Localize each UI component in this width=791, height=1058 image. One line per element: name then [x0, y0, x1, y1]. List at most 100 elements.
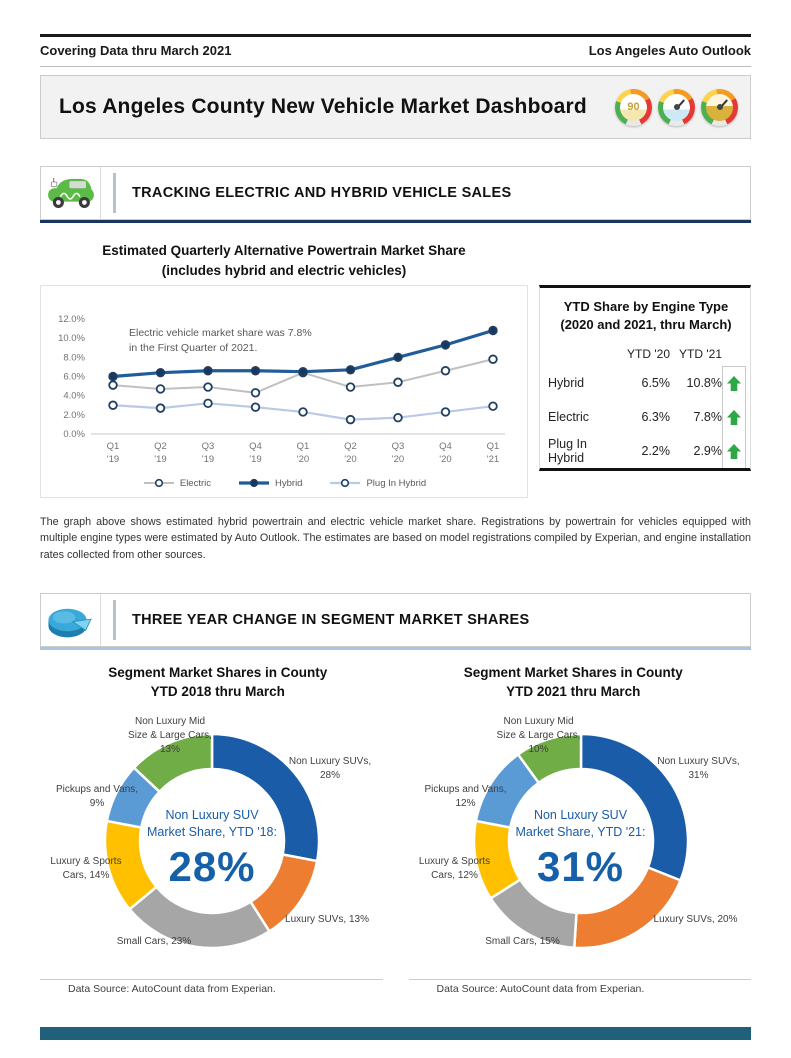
col-header-ytd21: YTD '21 [679, 347, 722, 362]
svg-text:'19: '19 [249, 454, 261, 465]
col-header-ytd20: YTD '20 [627, 347, 670, 362]
row-value: 6.5% [641, 376, 671, 391]
row-value: 6.3% [641, 410, 671, 425]
bottom-bar [40, 1027, 751, 1041]
donut-2021-title: Segment Market Shares in County YTD 2021… [463, 664, 683, 699]
legend-item: Hybrid [237, 478, 302, 489]
publication-label: Los Angeles Auto Outlook [588, 43, 751, 58]
row-value: 2.9% [693, 444, 723, 459]
masthead-rule [40, 66, 751, 67]
masthead: Covering Data thru March 2021 Los Angele… [40, 43, 751, 63]
segment-label: Small Cars, 23% [116, 936, 192, 948]
electric-car-icon [41, 167, 101, 219]
svg-text:Q2: Q2 [154, 441, 167, 452]
speedometer-gauge-icon [701, 88, 738, 126]
divider [113, 173, 116, 213]
powertrain-chart-title: Estimated Quarterly Alternative Powertra… [102, 243, 466, 278]
segment-label: Luxury & Sports Cars, 12% [418, 856, 491, 882]
row-value: 2.2% [641, 444, 671, 459]
donut-center-label: Non Luxury SUV Market Share, YTD '18: 28… [147, 808, 277, 891]
svg-text:12.0%: 12.0% [58, 314, 85, 325]
gauge-icons: 90 [615, 88, 738, 126]
donut-plot [472, 733, 689, 950]
section2-title: THREE YEAR CHANGE IN SEGMENT MARKET SHAR… [132, 611, 530, 628]
svg-text:'20: '20 [344, 454, 356, 465]
data-source-left: Data Source: AutoCount data from Experia… [40, 979, 383, 995]
page-title: Los Angeles County New Vehicle Market Da… [59, 95, 587, 118]
row-value: 10.8% [686, 376, 722, 391]
svg-text:'20: '20 [297, 454, 309, 465]
donut-charts: Non Luxury SUV Market Share, YTD '18: 28… [40, 707, 751, 969]
segment-label: Luxury SUVs, 20% [653, 914, 738, 926]
svg-text:Q4: Q4 [439, 441, 452, 452]
donut-2018-title: Segment Market Shares in County YTD 2018… [108, 664, 328, 699]
svg-text:'20: '20 [439, 454, 451, 465]
segment-label: Non Luxury Mid Size & Large Cars, 10% [496, 716, 581, 756]
row-label: Electric [548, 410, 589, 425]
divider [113, 599, 116, 640]
svg-text:Q1: Q1 [487, 441, 500, 452]
donut-chart-2021: Non Luxury SUV Market Share, YTD '21: 31… [409, 707, 752, 969]
up-arrow-icon [722, 366, 746, 401]
svg-text:'19: '19 [107, 454, 119, 465]
svg-text:Electric vehicle market share: Electric vehicle market share was 7.8% [129, 327, 312, 339]
chart-legend: Electric Hybrid Plug In Hybrid [43, 473, 525, 493]
segment-label: Pickups and Vans, 9% [55, 784, 139, 810]
row-label: Plug In Hybrid [548, 437, 587, 466]
pie-chart-icon [41, 593, 101, 646]
donut-center-label: Non Luxury SUV Market Share, YTD '21: 31… [515, 808, 646, 891]
svg-text:'19: '19 [202, 454, 214, 465]
top-rule [40, 34, 751, 37]
legend-item: Plug In Hybrid [328, 478, 426, 489]
svg-text:4.0%: 4.0% [63, 391, 85, 402]
svg-text:2.0%: 2.0% [63, 410, 85, 421]
donut-titles: Segment Market Shares in County YTD 2018… [40, 664, 751, 702]
svg-text:'19: '19 [154, 454, 166, 465]
svg-text:Q2: Q2 [344, 441, 357, 452]
segment-label: Non Luxury SUVs, 28% [288, 756, 372, 782]
section-segment-shares: THREE YEAR CHANGE IN SEGMENT MARKET SHAR… [40, 592, 751, 647]
svg-text:Q1: Q1 [297, 441, 310, 452]
powertrain-line-chart: 12.0% 10.0% 8.0% 6.0% 4.0% 2.0% 0.0% Q1 '19 Q2 '19… [40, 285, 528, 499]
line-chart-plot: 12.0% 10.0% 8.0% 6.0% 4.0% 2.0% 0.0% Q1 '19 Q2 '19… [58, 314, 505, 465]
legend-item: Electric [142, 478, 211, 489]
section1-title: TRACKING ELECTRIC AND HYBRID VEHICLE SAL… [132, 185, 512, 201]
ytd-share-table: YTD Share by Engine Type (2020 and 2021,… [539, 285, 751, 471]
svg-text:6.0%: 6.0% [63, 372, 85, 383]
svg-text:Q4: Q4 [249, 441, 262, 452]
speedometer-gauge-icon [658, 88, 695, 126]
dark-rule [40, 220, 751, 223]
segment-label: Small Cars, 15% [485, 936, 560, 948]
data-sources: Data Source: AutoCount data from Experia… [40, 979, 751, 995]
segment-label: Non Luxury Mid Size & Large Cars, 13% [128, 716, 212, 756]
section-electric-hybrid: TRACKING ELECTRIC AND HYBRID VEHICLE SAL… [40, 166, 751, 220]
coverage-label: Covering Data thru March 2021 [40, 43, 232, 58]
segment-label: Luxury SUVs, 13% [285, 914, 369, 926]
explanatory-paragraph: The graph above shows estimated hybrid p… [40, 516, 751, 561]
svg-text:10.0%: 10.0% [58, 333, 85, 344]
svg-text:Q3: Q3 [392, 441, 405, 452]
segment-label: Luxury & Sports Cars, 14% [50, 856, 122, 882]
row-value: 7.8% [693, 410, 723, 425]
segment-label: Non Luxury SUVs, 31% [657, 756, 740, 782]
up-arrow-icon [722, 400, 746, 435]
svg-text:'21: '21 [487, 454, 499, 465]
svg-text:in the First Quarter of 2021.: in the First Quarter of 2021. [129, 342, 257, 354]
svg-text:'20: '20 [392, 454, 404, 465]
row-label: Hybrid [548, 376, 585, 391]
ytd-table-title: YTD Share by Engine Type (2020 and 2021,… [560, 299, 732, 333]
svg-text:Q1: Q1 [107, 441, 120, 452]
dashboard-page: Covering Data thru March 2021 Los Angele… [0, 34, 791, 1041]
speedometer-gauge-icon: 90 [615, 88, 652, 126]
svg-text:Q3: Q3 [202, 441, 215, 452]
svg-text:8.0%: 8.0% [63, 352, 85, 363]
title-bar: Los Angeles County New Vehicle Market Da… [40, 75, 751, 139]
segment-label: Pickups and Vans, 12% [424, 784, 507, 810]
svg-text:0.0%: 0.0% [63, 429, 85, 440]
light-blue-rule [40, 646, 751, 650]
powertrain-section: Estimated Quarterly Alternative Powertra… [40, 241, 751, 499]
donut-plot [103, 733, 321, 950]
up-arrow-icon [722, 434, 746, 469]
donut-chart-2018: Non Luxury SUV Market Share, YTD '18: 28… [40, 707, 383, 969]
data-source-right: Data Source: AutoCount data from Experia… [408, 979, 751, 995]
